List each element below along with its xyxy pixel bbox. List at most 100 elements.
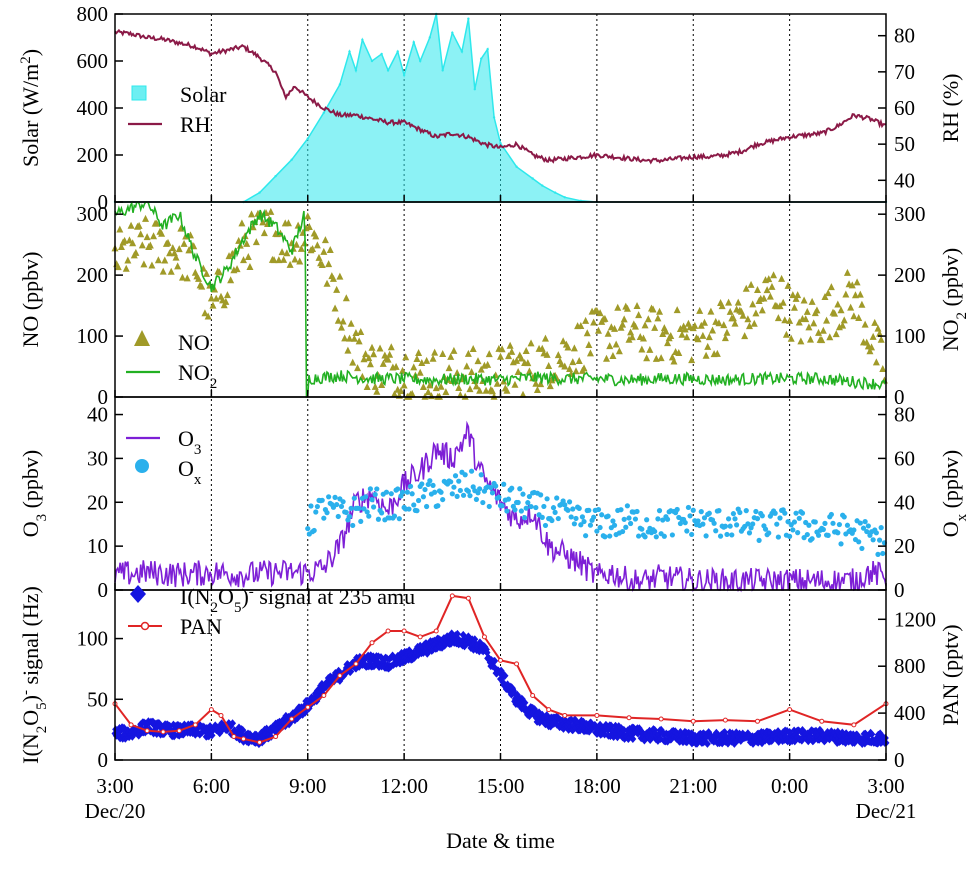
no-point <box>779 298 787 306</box>
no-point <box>797 337 805 345</box>
no-point <box>437 382 445 390</box>
legend-label: RH <box>180 112 211 137</box>
series-line <box>114 28 887 165</box>
solar-point <box>480 57 483 60</box>
no-point <box>866 347 874 355</box>
no-point <box>731 319 739 327</box>
ox-point <box>815 532 822 538</box>
no-point <box>662 327 670 335</box>
no-point <box>583 329 591 337</box>
ox-point <box>493 483 499 489</box>
no-point <box>431 348 439 356</box>
ox-point <box>623 524 629 530</box>
no-point <box>774 314 782 322</box>
legend-panel-1: Solar RH <box>128 82 227 137</box>
no-point <box>323 279 331 287</box>
x-axis-title: Date & time <box>446 828 555 853</box>
no-point <box>524 359 532 367</box>
no-point <box>747 280 755 288</box>
ox-point <box>314 503 320 510</box>
ox-point <box>725 516 732 522</box>
no-point <box>246 262 254 270</box>
pan-point <box>465 595 471 601</box>
ox-point <box>880 550 886 557</box>
no-point <box>146 241 154 249</box>
label-segment: O <box>178 456 194 481</box>
no-point <box>628 333 636 341</box>
legend-label: NO <box>178 330 210 355</box>
ox-point <box>552 509 558 515</box>
no-point <box>657 354 665 362</box>
ox-point <box>661 533 667 539</box>
no-point <box>834 300 842 308</box>
no-point <box>114 263 122 271</box>
label-segment: 5 <box>234 600 242 616</box>
no-point <box>586 349 594 357</box>
right-tick-label: 60 <box>894 446 915 470</box>
ox-point <box>812 519 818 525</box>
solar-point <box>361 38 364 42</box>
no-point <box>826 333 834 341</box>
no-point <box>148 261 156 269</box>
no-point <box>760 294 768 302</box>
pan-point <box>594 712 600 718</box>
no-point <box>651 323 659 331</box>
no-point <box>546 382 554 390</box>
right-tick-label: 1200 <box>894 607 936 631</box>
no-point <box>429 354 437 362</box>
no-point <box>334 316 342 324</box>
no-point <box>787 334 795 342</box>
ox-point <box>460 492 467 498</box>
x-axis: 3:00 6:00 9:00 12:00 15:00 18:00 21:00 0:00 3:00… <box>85 774 917 853</box>
ox-point <box>775 534 781 540</box>
ox-point <box>762 526 769 532</box>
no-point <box>379 359 387 367</box>
no-point <box>606 342 614 350</box>
legend-triangle <box>134 330 150 346</box>
no-point <box>625 335 633 343</box>
ox-point <box>409 491 415 497</box>
no-point <box>185 246 193 254</box>
ox-point <box>876 537 883 543</box>
no-point <box>750 319 758 327</box>
no-point <box>713 349 721 357</box>
no-point <box>209 301 217 309</box>
ox-point <box>626 515 632 521</box>
no-point <box>477 365 485 373</box>
no-point <box>464 349 472 357</box>
ox-point <box>732 516 738 522</box>
ox-point <box>550 505 557 511</box>
right-axis-title: PAN (pptv) <box>938 624 963 725</box>
no-point <box>283 249 291 257</box>
solar-point <box>553 191 557 194</box>
pan-point <box>755 718 760 724</box>
no-point <box>705 333 713 341</box>
ox-point <box>586 507 592 513</box>
label-segment: x <box>954 513 970 521</box>
ox-point <box>644 517 650 523</box>
x-tick-label: 12:00 <box>380 774 428 798</box>
ox-point <box>568 514 574 520</box>
no-point <box>537 380 545 388</box>
no-point <box>847 303 855 311</box>
ox-point <box>372 491 378 498</box>
no-point <box>305 222 313 230</box>
series-line <box>114 200 887 398</box>
solar-point <box>467 17 470 20</box>
gridlines <box>210 14 791 760</box>
pan-point <box>433 628 439 634</box>
left-tick-label: 40 <box>87 403 108 427</box>
ox-point <box>348 505 354 511</box>
no-point <box>709 326 717 334</box>
legend-label: Solar <box>180 82 227 107</box>
no-point <box>872 358 880 366</box>
no-point <box>415 349 423 357</box>
left-tick-label: 0 <box>98 385 109 409</box>
no-point <box>614 303 622 311</box>
right-tick-label: 0 <box>894 578 905 602</box>
no-point <box>631 322 639 330</box>
no-point <box>204 312 212 320</box>
series-rh <box>114 28 887 165</box>
ox-point <box>621 516 627 522</box>
no-point <box>386 350 394 358</box>
